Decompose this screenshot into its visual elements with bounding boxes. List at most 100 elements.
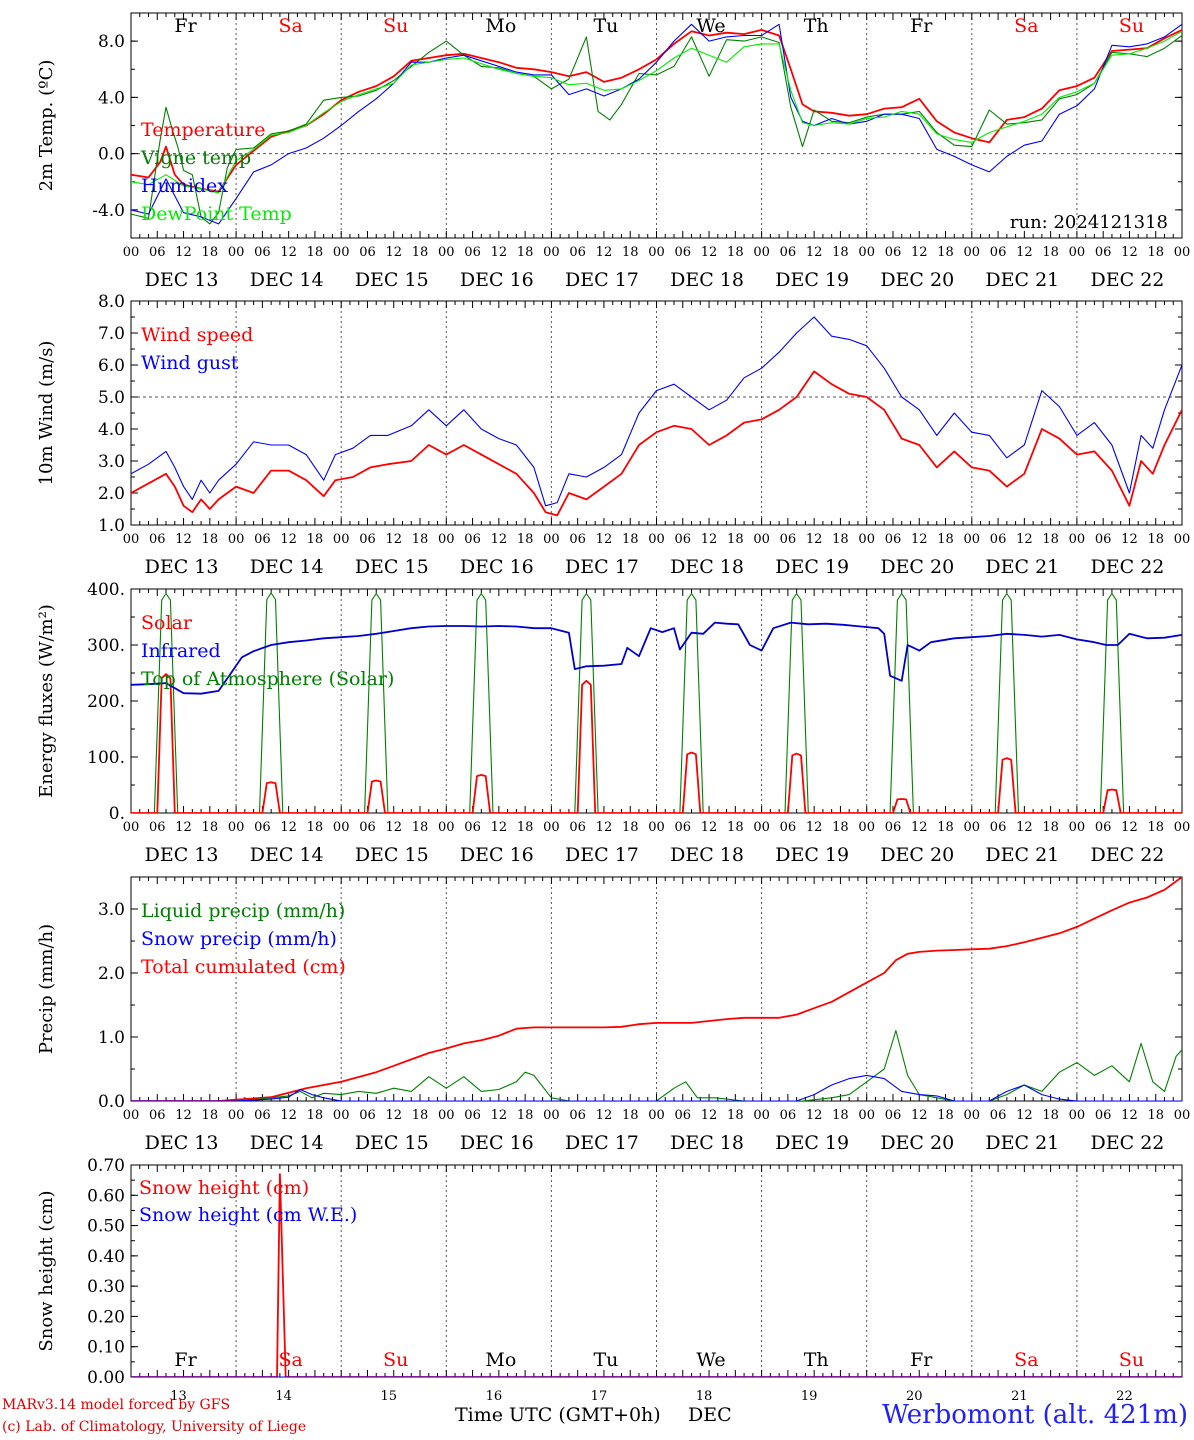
hour-label: 06 [780,820,797,835]
series-line-humidex [131,23,1182,225]
series-line-wind-speed [131,370,1182,517]
legend-entry: Snow height (cm) [139,1177,309,1199]
date-label: DEC 14 [250,844,324,866]
hour-label: 00 [438,245,455,260]
hour-label: 18 [727,820,744,835]
hour-label: 00 [333,245,350,260]
hour-label: 18 [517,245,534,260]
hour-label: 06 [149,820,166,835]
legend-entry: Total cumulated (cm) [141,956,346,978]
weekday-label: Mo [485,1349,516,1371]
hour-label: 00 [648,820,665,835]
hour-label: 00 [123,245,140,260]
hour-label: 00 [543,1108,560,1123]
legend-entry: Humidex [141,175,228,197]
hour-label: 12 [911,1108,928,1123]
y-tick-label: 0.60 [87,1186,125,1206]
hour-label: 06 [254,532,271,547]
hour-label: 18 [832,1108,849,1123]
date-label: DEC 20 [880,269,954,291]
weekday-label: Tu [593,1349,618,1371]
panel-5: 0.00 0.10 0.20 0.30 0.40 0.50 0.60 0.70 Snow hei… [36,1156,1183,1404]
hour-label: 06 [464,245,481,260]
hour-label: 06 [780,1108,797,1123]
date-label: DEC 16 [460,556,534,578]
hour-label: 00 [1069,245,1086,260]
hour-label: 06 [885,1108,902,1123]
hour-label: 18 [1042,1108,1059,1123]
date-label: DEC 15 [355,269,429,291]
hour-label: 12 [701,820,718,835]
hour-label: 00 [543,820,560,835]
date-label: DEC 14 [250,269,324,291]
date-label: DEC 15 [355,1132,429,1154]
hour-label: 18 [1042,820,1059,835]
hour-label: 06 [885,820,902,835]
weekday-label: Sa [1014,15,1038,37]
y-tick-label: 3.0 [98,452,125,472]
hour-label: 00 [1069,532,1086,547]
date-label: DEC 20 [880,844,954,866]
legend-entry: Solar [141,612,193,634]
station-name: Werbomont (alt. 421m) [882,1400,1188,1430]
hour-label: 12 [1016,1108,1033,1123]
hour-label: 00 [753,245,770,260]
date-label: DEC 13 [145,269,219,291]
hour-label: 18 [727,245,744,260]
hour-label: 18 [412,245,429,260]
date-label: DEC 20 [880,556,954,578]
date-label: DEC 22 [1091,1132,1165,1154]
y-tick-label: 300. [87,636,125,656]
hour-label: 00 [1174,532,1191,547]
hour-label: 18 [1147,1108,1164,1123]
y-tick-label: 0.20 [87,1307,125,1327]
series-line-dewpoint-temp [131,30,1182,194]
hour-label: 06 [990,820,1007,835]
time-axis-label: Time UTC (GMT+0h) [455,1404,661,1426]
hour-label: 00 [964,245,981,260]
series-line-wind-gust [131,316,1182,507]
panel-1: -4.0 0.0 4.0 8.0 2m Temp. (ºC) 00 06 12 18 DEC 13… [36,12,1190,291]
hour-label: 00 [858,820,875,835]
hour-label: 18 [937,532,954,547]
hour-label: 12 [491,532,508,547]
date-label: DEC 16 [460,844,534,866]
hour-label: 18 [517,820,534,835]
run-label: run: 2024121318 [1010,212,1168,233]
hour-label: 06 [990,245,1007,260]
legend-entry: Snow height (cm W.E.) [139,1204,357,1226]
hour-label: 12 [175,820,192,835]
series-group [131,1173,1182,1377]
date-label: DEC 18 [670,844,744,866]
hour-label: 18 [1147,532,1164,547]
weekday-label: Su [1119,1349,1144,1371]
hour-label: 18 [1042,245,1059,260]
weekday-label: Fr [910,15,933,37]
legend-entry: Wind gust [141,352,239,374]
hour-label: 00 [438,532,455,547]
series-group [131,23,1182,225]
day-number-label: 16 [486,1389,503,1404]
hour-label: 06 [1095,820,1112,835]
date-label: DEC 19 [775,269,849,291]
hour-label: 18 [832,820,849,835]
date-label: DEC 19 [775,556,849,578]
hour-label: 00 [333,1108,350,1123]
month-label: DEC [688,1404,732,1426]
hour-label: 00 [123,820,140,835]
hour-label: 18 [727,532,744,547]
hour-label: 12 [280,245,297,260]
hour-label: 18 [307,532,324,547]
date-label: DEC 17 [565,269,639,291]
date-label: DEC 21 [985,269,1059,291]
y-tick-label: 0.70 [87,1156,125,1176]
hour-label: 12 [596,532,613,547]
legend-entry: Vigne temp [140,147,251,169]
date-label: DEC 20 [880,1132,954,1154]
y-tick-label: 2.0 [98,964,125,984]
hour-label: 18 [202,1108,219,1123]
hour-label: 06 [675,1108,692,1123]
series-line-vigne-temp [131,35,1182,225]
hour-label: 18 [832,245,849,260]
date-label: DEC 16 [460,269,534,291]
